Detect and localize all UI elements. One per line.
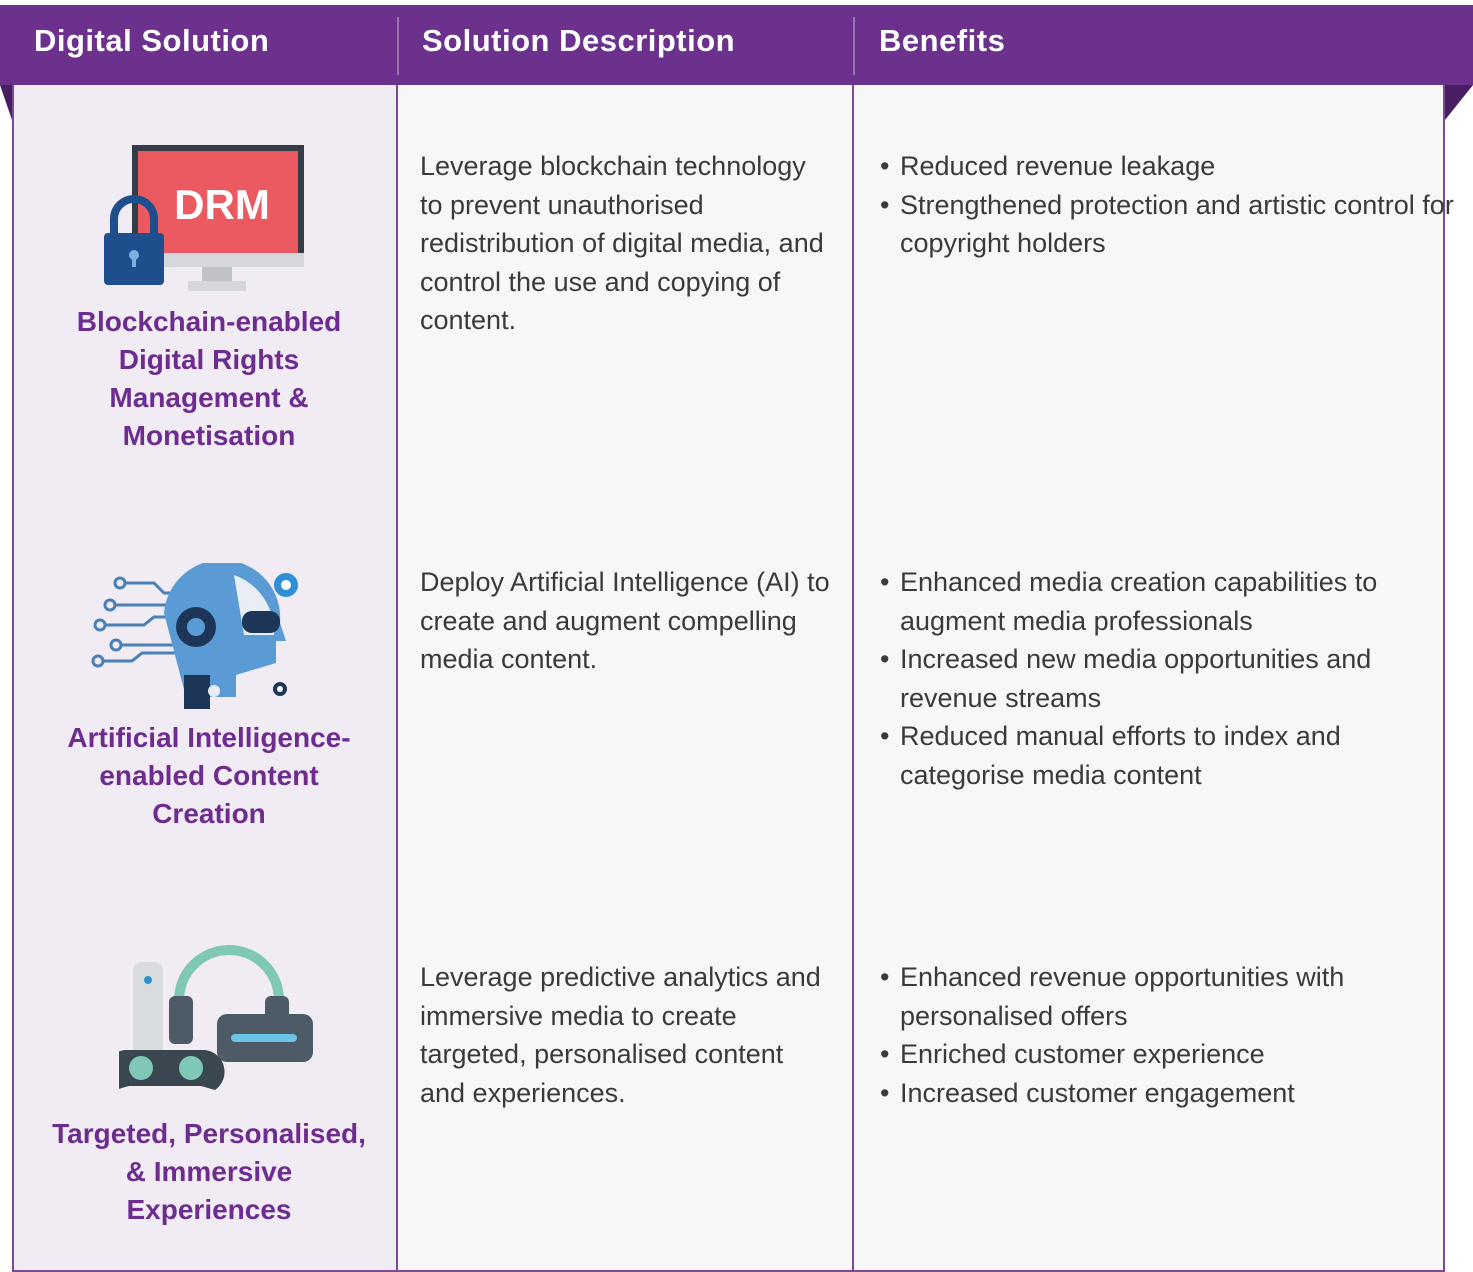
benefit: Increased customer engagement xyxy=(880,1074,1460,1113)
header-separator xyxy=(397,17,399,75)
benefits-list: Enhanced revenue opportunities with pers… xyxy=(868,958,1460,1112)
benefits-list: Enhanced media creation capabilities to … xyxy=(868,563,1460,794)
benefit: Reduced manual efforts to index and cate… xyxy=(880,717,1460,794)
solution-cell: Artificial Intelligence-enabled Content … xyxy=(12,505,398,887)
description-cell: Leverage predictive analytics and immers… xyxy=(398,885,854,1272)
benefits-cell: Enhanced media creation capabilities to … xyxy=(854,505,1445,887)
benefit: Enhanced media creation capabilities to … xyxy=(880,563,1460,640)
description: Leverage blockchain technology to preven… xyxy=(420,151,824,335)
solution-title: Artificial Intelligence-enabled Content … xyxy=(67,722,351,829)
description-cell: Deploy Artificial Intelligence (AI) to c… xyxy=(398,505,854,887)
benefit: Enriched customer experience xyxy=(880,1035,1460,1074)
header-cell: Solution Description xyxy=(422,23,736,58)
header-folds xyxy=(0,85,1473,120)
benefit: Strengthened protection and artistic con… xyxy=(880,186,1460,263)
header-separator xyxy=(853,17,855,75)
table-header: Digital Solution Solution Description Be… xyxy=(0,5,1473,85)
solution-cell: Targeted, Personalised, & Immersive Expe… xyxy=(12,885,398,1272)
benefit: Reduced revenue leakage xyxy=(880,147,1460,186)
icon-text: DRM xyxy=(174,181,270,228)
description: Leverage predictive analytics and immers… xyxy=(420,962,821,1108)
drm-icon: DRM xyxy=(104,145,304,291)
benefits-cell: Enhanced revenue opportunities with pers… xyxy=(854,885,1445,1272)
description-cell: Leverage blockchain technology to preven… xyxy=(398,85,854,507)
header-cell: Digital Solution xyxy=(34,23,270,58)
media-icon xyxy=(119,945,313,1090)
benefit: Enhanced revenue opportunities with pers… xyxy=(880,958,1460,1035)
benefits-cell: Reduced revenue leakage Strengthened pro… xyxy=(854,85,1454,507)
solution-title: Blockchain-enabled Digital Rights Manage… xyxy=(76,306,342,451)
header-cell: Benefits xyxy=(879,23,1006,58)
benefits-list: Reduced revenue leakage Strengthened pro… xyxy=(868,147,1460,263)
benefit: Increased new media opportunities and re… xyxy=(880,640,1460,717)
solution-cell: DRM Blockchain-enabled Digital Rights Ma… xyxy=(12,85,398,507)
solution-title: Targeted, Personalised, & Immersive Expe… xyxy=(52,1118,366,1225)
description: Deploy Artificial Intelligence (AI) to c… xyxy=(420,567,830,674)
ai-icon xyxy=(91,563,298,709)
